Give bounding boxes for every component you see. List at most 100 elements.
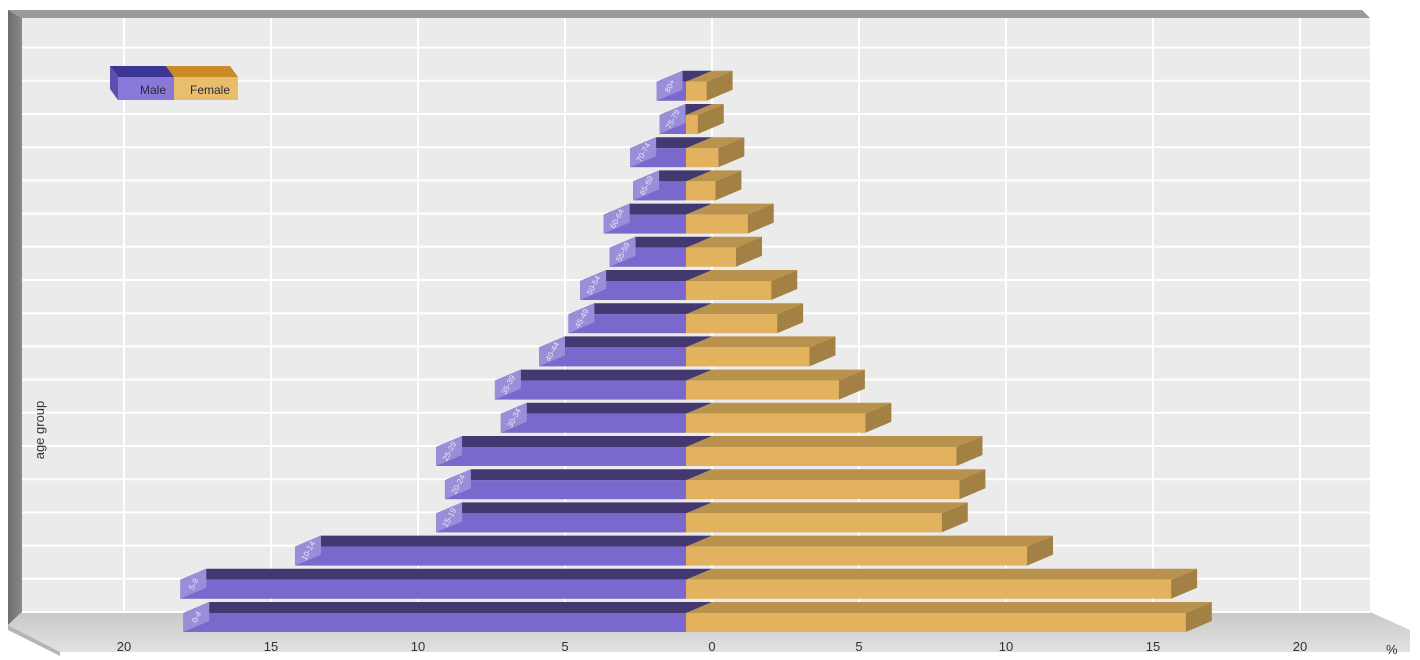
bar-male [580,281,686,300]
legend-female-top [166,66,238,77]
bar-female-end [735,236,762,267]
bar-male-end [494,369,521,400]
bar-male-top [444,469,712,481]
bar-male-end [659,104,686,134]
bar-male-end [539,336,565,367]
bar-male [436,513,686,533]
bar-male-end [633,170,660,201]
bar-female [686,81,707,101]
legend-male-side [110,66,118,100]
bar-male [444,480,686,500]
bar-male-top [568,303,712,315]
floor-left-bevel [8,625,60,656]
bar-female-end [838,369,865,400]
bar-male [500,413,686,433]
x-axis-tick-labels: 20 15 10 5 0 5 10 15 20 [117,639,1307,654]
bar-female [686,579,1172,599]
bar-male-end [444,469,471,500]
bar-female-end [747,203,774,234]
bar-female-top [686,602,1212,613]
legend-female-swatch [174,77,238,100]
bar-female-top [686,70,733,82]
bar-male-end [500,402,527,433]
bar-male-top [603,203,712,215]
bar-female-end [718,137,745,168]
bar-female [686,115,698,134]
bar-female-top [686,469,986,481]
chart-bars: 80+75-7970-7465-6960-6455-5950-5445-4940… [180,70,1212,632]
bar-male [180,579,686,599]
bar-female-end [809,336,836,367]
bar-female-end [706,70,733,101]
bar-female [686,148,719,168]
bar-male-top [294,535,712,547]
bar-male [494,380,686,400]
bar-male-top [180,568,712,580]
legend-male-swatch [118,77,174,100]
bar-male-top [494,369,712,381]
panel-top-edge [8,10,1370,18]
bar-female-top [686,170,742,182]
bar-male-end [580,270,607,300]
bar-male-end [294,535,321,566]
bar-female-end [865,402,892,433]
bar-male-top [500,402,712,414]
x-tick-label: 15 [264,639,278,654]
bar-female-end [697,104,724,134]
legend-male-label: Male [140,83,166,97]
bar-female-top [686,270,798,281]
bar-male [294,546,686,566]
bar-female [686,281,772,300]
panel-left-wall [8,10,22,625]
bar-male-end [436,436,463,466]
legend: Male Female [110,66,238,100]
bar-female-top [686,236,762,248]
bar-female [686,214,748,234]
bar-male-top [183,602,712,613]
bar-female-top [686,203,774,215]
bar-female-end [777,303,804,334]
x-tick-label: 10 [999,639,1013,654]
bar-male-top [539,336,712,348]
bar-female-end [771,270,798,300]
bar-female-top [686,402,892,414]
legend-male-top [110,66,174,77]
bar-female [686,613,1186,632]
bar-female-end [959,469,986,500]
x-tick-label: 5 [561,639,568,654]
bar-female [686,181,716,201]
x-axis-unit: % [1386,642,1398,657]
bar-female [686,314,778,334]
bar-male-top [580,270,712,281]
x-tick-label: 20 [117,639,131,654]
bar-male [539,347,686,367]
bar-male-end [609,236,636,267]
bar-male [568,314,686,334]
bar-female-top [686,502,968,514]
bar-male-end [180,568,207,599]
x-tick-label: 15 [1146,639,1160,654]
bar-male-end [183,602,210,632]
bar-female-top [686,568,1198,580]
bar-male [436,447,686,466]
bar-female-end [1027,535,1054,566]
bar-female [686,380,839,400]
bar-female-top [686,303,804,315]
bar-male [183,613,686,632]
bar-female-end [1171,568,1198,599]
bar-female-top [686,535,1054,547]
bar-female [686,546,1028,566]
bar-female-end [941,502,968,533]
legend-female-label: Female [190,83,230,97]
bar-female [686,413,866,433]
x-tick-label: 20 [1293,639,1307,654]
bar-female [686,513,942,533]
bar-female-top [686,336,836,348]
bar-female-top [686,137,745,149]
bar-female [686,447,957,466]
bar-female-end [956,436,983,466]
x-tick-label: 0 [708,639,715,654]
bar-female-end [715,170,742,201]
chart-grid [22,18,1370,613]
